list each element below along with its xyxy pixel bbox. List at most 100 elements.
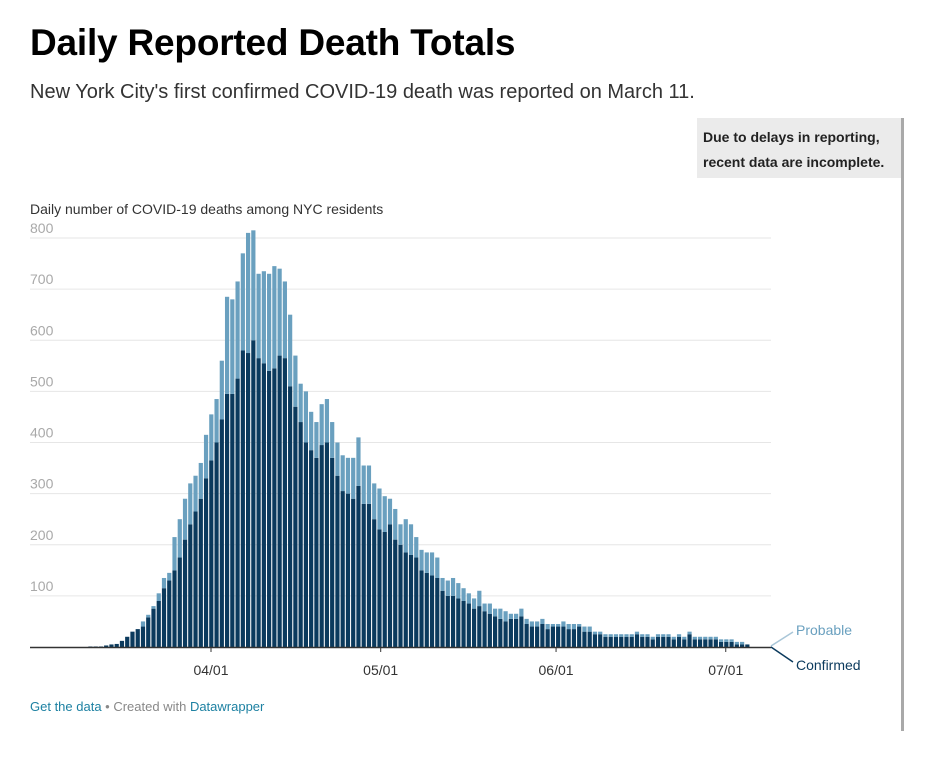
bar-probable <box>582 626 587 632</box>
bar-probable <box>718 639 724 642</box>
bar-probable <box>519 608 524 617</box>
bar-confirmed <box>335 475 340 647</box>
x-tick-label: 07/01 <box>708 662 743 678</box>
footer: Get the data • Created with Datawrapper <box>30 699 264 714</box>
bar-confirmed <box>598 634 603 647</box>
bar-probable <box>445 580 450 596</box>
bar-probable <box>566 623 571 630</box>
bar-probable <box>655 634 661 637</box>
bar-confirmed <box>372 519 377 647</box>
bar-probable <box>203 434 209 479</box>
bar-probable <box>429 552 435 576</box>
bar-probable <box>272 266 277 369</box>
bar-probable <box>261 271 266 364</box>
chart-title: Daily Reported Death Totals <box>30 22 516 63</box>
bar-confirmed <box>524 623 529 647</box>
bar-probable <box>461 588 466 601</box>
bar-confirmed <box>577 626 582 647</box>
bar-confirmed <box>303 442 309 647</box>
bar-confirmed <box>146 617 151 647</box>
bar-probable <box>140 621 146 627</box>
bar-probable <box>209 414 214 461</box>
bar-confirmed <box>535 626 540 647</box>
bar-confirmed <box>198 498 203 647</box>
bar-probable <box>739 641 745 645</box>
y-tick-label: 300 <box>30 476 54 492</box>
bar-probable <box>477 590 482 607</box>
bar-confirmed <box>718 641 724 647</box>
reporting-delay-marker-line <box>901 118 904 731</box>
bar-confirmed <box>93 646 98 647</box>
bar-confirmed <box>487 613 492 647</box>
bar-probable <box>288 314 293 387</box>
bar-probable <box>492 608 498 617</box>
legend-label-confirmed: Confirmed <box>796 657 861 673</box>
bar-confirmed <box>351 498 356 647</box>
bar-confirmed <box>640 636 645 647</box>
bar-probable <box>471 598 477 609</box>
get-the-data-link[interactable]: Get the data <box>30 699 102 714</box>
bar-confirmed <box>119 640 125 647</box>
bar-probable <box>540 618 545 624</box>
bar-confirmed <box>224 393 230 647</box>
bar-confirmed <box>708 639 713 647</box>
bar-probable <box>419 549 424 571</box>
bar-confirmed <box>182 539 188 647</box>
bar-probable <box>330 422 335 458</box>
bar-probable <box>256 273 261 359</box>
bar-confirmed <box>666 636 671 647</box>
bar-probable <box>282 281 287 359</box>
bar-confirmed <box>429 575 435 647</box>
bar-probable <box>613 634 619 637</box>
bar-confirmed <box>613 636 619 647</box>
bar-confirmed <box>251 340 256 647</box>
bar-probable <box>598 631 603 635</box>
bar-confirmed <box>582 631 587 647</box>
bar-confirmed <box>140 626 146 647</box>
bar-confirmed <box>319 445 324 647</box>
bar-confirmed <box>492 616 498 647</box>
datawrapper-link[interactable]: Datawrapper <box>189 699 265 714</box>
note-line-1: Due to delays in reporting, <box>703 129 880 145</box>
bar-confirmed <box>724 641 729 647</box>
bar-confirmed <box>324 442 330 647</box>
bar-probable <box>340 455 345 492</box>
bar-probable <box>267 273 272 371</box>
bar-probable <box>440 577 445 591</box>
bar-probable <box>456 583 461 599</box>
bar-probable <box>309 411 314 451</box>
bar-confirmed <box>566 629 571 647</box>
bar-confirmed <box>298 422 303 647</box>
bar-probable <box>251 230 256 341</box>
bar-confirmed <box>288 386 293 647</box>
bar-confirmed <box>471 608 477 647</box>
x-axis-ticks: 04/01 05/01 06/01 07/01 <box>193 647 743 678</box>
bar-confirmed <box>309 450 314 647</box>
x-tick-label: 05/01 <box>363 662 398 678</box>
bar-confirmed <box>556 626 561 647</box>
legend: Probable Confirmed <box>770 622 861 673</box>
bar-probable <box>535 621 540 627</box>
y-tick-label: 700 <box>30 271 54 287</box>
bar-probable <box>277 268 282 356</box>
bar-confirmed <box>445 595 450 647</box>
bar-probable <box>687 631 692 635</box>
bar-confirmed <box>230 393 235 647</box>
y-tick-label: 400 <box>30 425 54 441</box>
bar-probable <box>230 299 235 394</box>
y-tick-label: 600 <box>30 322 54 338</box>
bar-confirmed <box>682 639 687 647</box>
y-tick-label: 100 <box>30 578 54 594</box>
bar-confirmed <box>503 621 508 647</box>
bar-probable <box>524 618 529 624</box>
bar-confirmed <box>398 544 403 647</box>
bar-confirmed <box>514 618 519 647</box>
bar-probable <box>298 383 303 423</box>
bar-probable <box>482 603 487 612</box>
bar-confirmed <box>282 358 287 647</box>
bar-confirmed <box>382 531 387 647</box>
bar-probable <box>356 437 361 486</box>
bar-confirmed <box>703 639 708 647</box>
bar-probable <box>661 634 666 637</box>
bar-confirmed <box>608 636 613 647</box>
